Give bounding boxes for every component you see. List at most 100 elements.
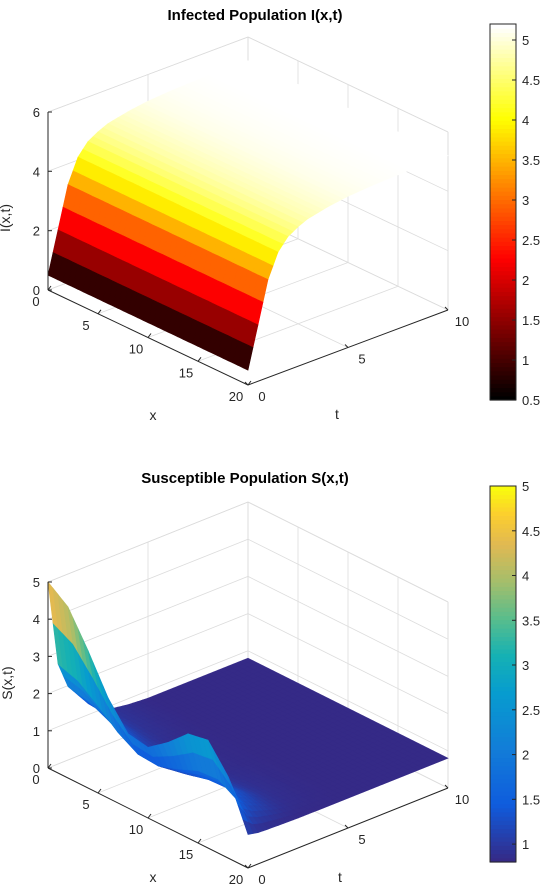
y-tick (344, 344, 349, 348)
colorbar-step (490, 682, 516, 688)
colorbar-step (490, 299, 516, 305)
colorbar-step (490, 765, 516, 771)
colorbar-step (490, 291, 516, 297)
z-tick-label: 0 (33, 761, 40, 776)
colorbar-step (490, 354, 516, 359)
colorbar-tick-label: 4 (522, 569, 529, 584)
x-tick (247, 380, 252, 386)
colorbar-step (490, 536, 516, 541)
colorbar-step (490, 136, 516, 142)
grid-line (47, 36, 249, 113)
colorbar-step (490, 552, 516, 558)
colorbar-step (490, 120, 516, 125)
y-tick (344, 824, 349, 829)
x-tick-label: 10 (129, 342, 143, 357)
colorbar-step (490, 590, 516, 596)
colorbar-step (490, 358, 516, 363)
colorbar-step (490, 82, 516, 88)
colorbar-step (490, 333, 516, 338)
colorbar-step (490, 44, 516, 50)
y-tick (444, 306, 449, 311)
colorbar-step (490, 124, 516, 130)
x-tick (97, 309, 102, 315)
colorbar-step (490, 811, 516, 817)
colorbar-tick-label: 5 (522, 479, 529, 494)
colorbar-step (490, 728, 516, 734)
surface-patch (242, 819, 254, 835)
colorbar-step (490, 778, 516, 784)
colorbar-step (490, 586, 516, 592)
colorbar-step (490, 145, 516, 150)
colorbar-step (490, 69, 516, 75)
colorbar-step (490, 295, 516, 301)
colorbar-tick-label: 2.5 (522, 703, 540, 718)
colorbar-step (490, 337, 516, 343)
grid-line (247, 501, 449, 603)
x-tick (97, 788, 102, 794)
colorbar-frame (489, 23, 517, 401)
colorbar-step (490, 383, 516, 389)
x-tick-label: 15 (179, 365, 193, 380)
colorbar-step (490, 711, 516, 717)
colorbar-step (490, 598, 516, 604)
z-tick-label: 4 (33, 164, 40, 179)
colorbar-step (490, 540, 516, 546)
colorbar-step (490, 653, 516, 658)
surface-plot (47, 60, 449, 371)
colorbar-step (490, 312, 516, 318)
colorbar-step (490, 53, 516, 59)
colorbar-step (490, 523, 516, 529)
colorbar-step (490, 157, 516, 163)
colorbar-step (490, 628, 516, 633)
colorbar-step (490, 770, 516, 775)
colorbar-step (490, 740, 516, 746)
colorbar-step (490, 611, 516, 617)
colorbar-step (490, 527, 516, 533)
y-tick-label: 5 (358, 352, 365, 367)
colorbar-step (490, 99, 516, 104)
x-tick-label: 5 (82, 797, 89, 812)
y-tick (244, 864, 249, 869)
colorbar-step (490, 57, 516, 63)
colorbar-step (490, 191, 516, 196)
colorbar-step (490, 24, 516, 29)
colorbar-tick-label: 4 (522, 113, 529, 128)
colorbar-step (490, 28, 516, 33)
colorbar-step (490, 803, 516, 809)
colorbar-step (490, 278, 516, 284)
colorbar-step (490, 824, 516, 830)
colorbar-step (490, 65, 516, 71)
y-tick-label: 10 (455, 314, 469, 329)
colorbar-step (490, 544, 516, 550)
colorbar-step (490, 749, 516, 754)
colorbar-step (490, 303, 516, 309)
colorbar-step (490, 594, 516, 600)
colorbar-step (490, 790, 516, 796)
y-tick-label: 0 (258, 389, 265, 404)
colorbar-step (490, 387, 516, 393)
z-tick-label: 2 (33, 224, 40, 239)
colorbar-step (490, 665, 516, 671)
colorbar-step (490, 636, 516, 642)
colorbar-tick-label: 1.5 (522, 792, 540, 807)
colorbar-step (490, 328, 516, 334)
colorbar-step (490, 557, 516, 562)
colorbar-tick-label: 3 (522, 193, 529, 208)
colorbar-step (490, 182, 516, 188)
colorbar-step (490, 107, 516, 113)
colorbar-step (490, 212, 516, 217)
colorbar-step (490, 753, 516, 759)
colorbar-step (490, 836, 516, 842)
colorbar-step (490, 391, 516, 397)
colorbar-step (490, 782, 516, 788)
colorbar-frame (489, 485, 517, 863)
colorbar-step (490, 220, 516, 226)
colorbar-step (490, 674, 516, 679)
colorbar-step (490, 857, 516, 863)
x-tick (147, 333, 152, 338)
colorbar-step (490, 486, 516, 491)
z-tick-label: 2 (33, 687, 40, 702)
colorbar-step (490, 228, 516, 234)
